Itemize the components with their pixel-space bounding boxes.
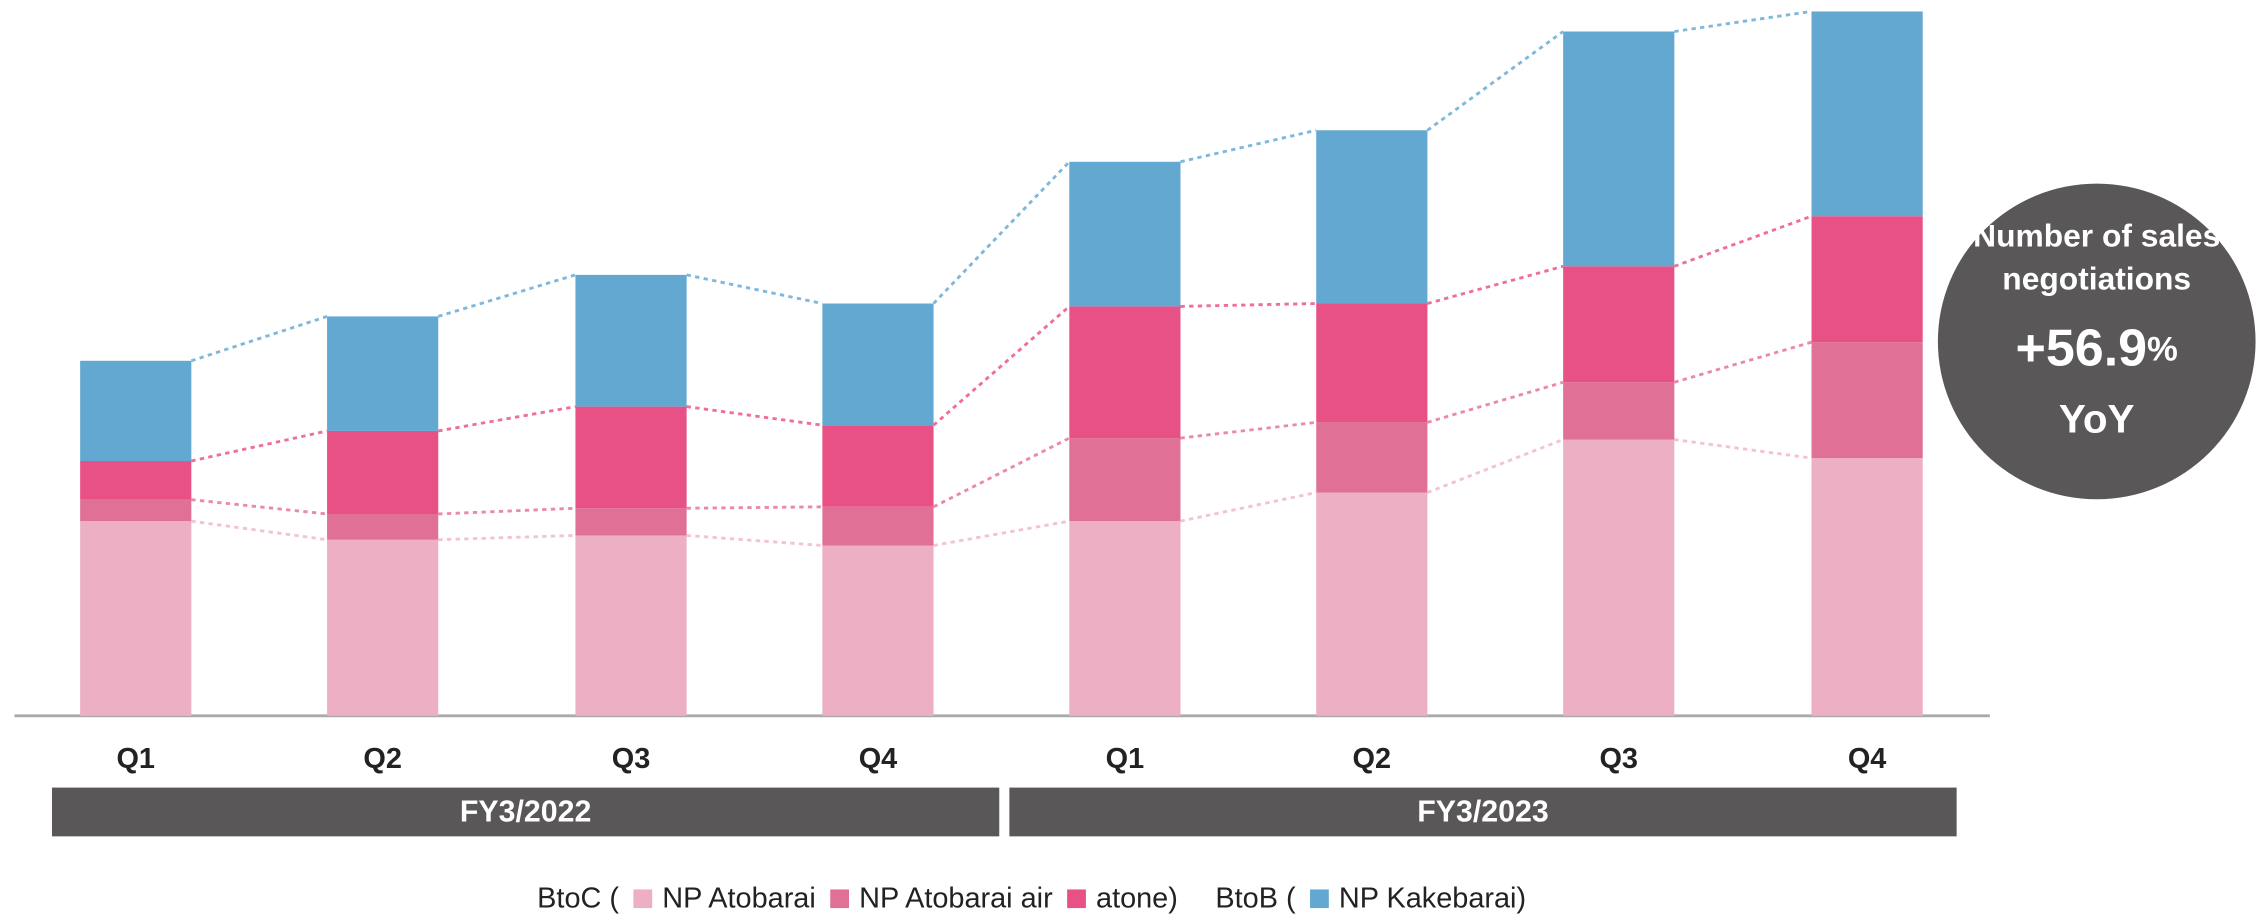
annotation-suffix: YoY [2059, 396, 2135, 441]
bar-segment [1811, 11, 1923, 217]
annotation-badge [1937, 183, 2256, 500]
legend-label: NP Kakebarai [1339, 882, 1517, 914]
x-tick-label: Q4 [859, 743, 898, 775]
legend-swatch [1310, 889, 1329, 909]
bar-segment [1811, 458, 1923, 716]
bar-segment [1563, 266, 1675, 383]
bar-segment [327, 513, 439, 540]
bar-segment [1811, 216, 1923, 343]
legend-group-text: BtoB ( [1215, 882, 1296, 914]
legend-label: NP Atobarai air [859, 882, 1053, 914]
group-band [51, 787, 1000, 837]
legend-group-text: ) [1168, 882, 1178, 914]
bar-segment [1069, 521, 1181, 716]
x-tick-label: Q3 [612, 743, 651, 775]
legend-label: atone [1096, 882, 1168, 914]
group-band [1009, 787, 1957, 837]
bar-segment [822, 425, 934, 507]
bar-segment [1069, 161, 1181, 307]
bar-segment [80, 360, 192, 462]
x-tick-label: Q3 [1599, 743, 1638, 775]
x-tick-label: Q2 [1353, 743, 1392, 775]
group-label: FY3/2023 [1417, 795, 1548, 828]
bar-segment [822, 506, 934, 546]
legend-swatch [830, 889, 850, 909]
legend-label: NP Atobarai [662, 882, 816, 914]
bar-segment [1316, 422, 1428, 493]
legend-swatch [1067, 889, 1086, 909]
bar-segment [1563, 31, 1675, 267]
bar-segment [575, 508, 687, 536]
bar-segment [822, 545, 934, 716]
legend: BtoC ( NP Atobarai NP Atobarai air atone) Bt… [537, 882, 1526, 914]
bar-segment [1811, 342, 1923, 459]
legend-group-text: ) [1516, 882, 1526, 914]
x-tick-label: Q1 [116, 743, 155, 775]
bar-segment [1563, 439, 1675, 716]
legend-swatch [633, 889, 653, 909]
bar-segment [1069, 438, 1181, 522]
x-tick-label: Q2 [363, 743, 402, 775]
bar-segment [575, 535, 687, 716]
x-tick-label: Q4 [1848, 743, 1887, 775]
bar-segment [80, 521, 192, 716]
bar-segment [80, 461, 192, 500]
group-label: FY3/2022 [460, 795, 591, 828]
bar-segment [1316, 130, 1428, 304]
connector-line [190, 10, 1812, 363]
bar-segment [575, 406, 687, 509]
bar-segment [1316, 492, 1428, 716]
connector-line [191, 214, 1813, 463]
bar-segment [1563, 382, 1675, 440]
legend-group-text: BtoC ( [537, 882, 619, 914]
bar-segment [327, 316, 439, 431]
bar-segment [1069, 306, 1181, 439]
bar-segment [1316, 303, 1428, 423]
bar-segment [327, 539, 439, 716]
annotation-growth: +56.9 [2016, 318, 2147, 376]
bar-segment [822, 303, 934, 426]
bar-segment [327, 430, 439, 514]
annotation-line: negotiations [2002, 261, 2191, 297]
bar-segment [575, 274, 687, 407]
x-tick-label: Q1 [1106, 743, 1145, 775]
connector-line [191, 438, 1812, 547]
annotation-line: Number of sales [1973, 218, 2220, 254]
annotation-growth-wrap: +56.9% [2016, 318, 2178, 376]
annotation-unit: % [2147, 331, 2178, 369]
bar-segment [80, 499, 192, 522]
